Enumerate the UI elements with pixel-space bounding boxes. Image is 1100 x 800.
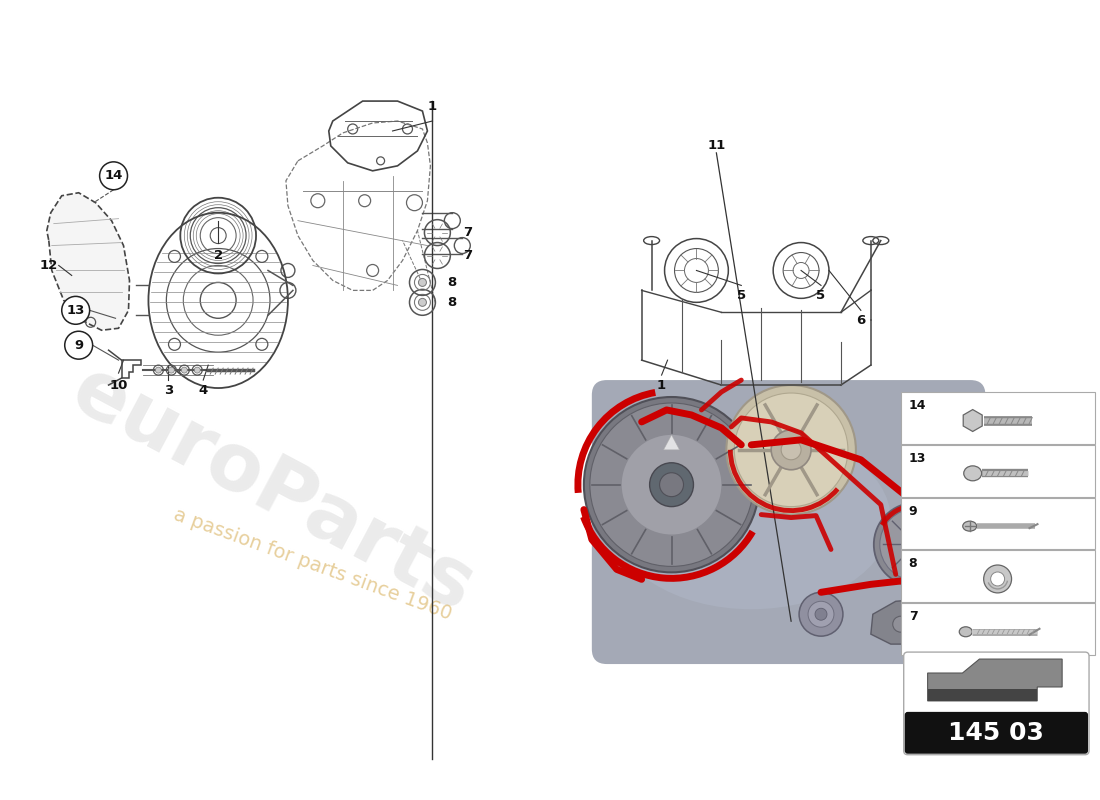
- Text: 8: 8: [448, 296, 456, 309]
- Text: 12: 12: [40, 259, 58, 272]
- FancyBboxPatch shape: [901, 392, 1094, 444]
- Circle shape: [735, 393, 848, 506]
- Text: a passion for parts since 1960: a passion for parts since 1960: [172, 505, 454, 624]
- Circle shape: [781, 440, 801, 460]
- Text: 3: 3: [164, 383, 173, 397]
- Circle shape: [910, 538, 922, 550]
- FancyBboxPatch shape: [904, 712, 1088, 754]
- FancyBboxPatch shape: [901, 498, 1094, 550]
- Text: 6: 6: [856, 314, 866, 326]
- Text: 5: 5: [737, 289, 746, 302]
- Text: 11: 11: [707, 139, 726, 153]
- Text: 10: 10: [109, 378, 128, 391]
- Circle shape: [650, 462, 693, 506]
- Circle shape: [100, 162, 128, 190]
- Circle shape: [893, 616, 909, 632]
- Polygon shape: [871, 599, 946, 644]
- Text: 1: 1: [657, 378, 667, 391]
- Circle shape: [771, 430, 811, 470]
- Text: 5: 5: [816, 289, 826, 302]
- Text: 13: 13: [66, 304, 85, 317]
- Circle shape: [195, 367, 200, 373]
- Text: 14: 14: [104, 170, 123, 182]
- FancyBboxPatch shape: [904, 652, 1089, 754]
- Text: 145 03: 145 03: [948, 721, 1044, 745]
- Text: 8: 8: [448, 276, 456, 289]
- Circle shape: [808, 602, 834, 627]
- Ellipse shape: [959, 626, 972, 637]
- Circle shape: [873, 502, 957, 586]
- Circle shape: [584, 397, 759, 572]
- Circle shape: [182, 367, 187, 373]
- Circle shape: [880, 509, 952, 580]
- Text: 9: 9: [909, 505, 917, 518]
- Text: 2: 2: [213, 249, 222, 262]
- Text: 13: 13: [909, 452, 926, 465]
- Polygon shape: [927, 689, 1037, 701]
- Circle shape: [418, 278, 427, 286]
- Circle shape: [815, 608, 827, 620]
- Circle shape: [799, 592, 843, 636]
- Circle shape: [925, 618, 936, 630]
- Text: 7: 7: [463, 226, 472, 239]
- Text: 7: 7: [463, 249, 472, 262]
- Text: euroParts: euroParts: [58, 351, 487, 629]
- Polygon shape: [47, 193, 130, 330]
- Ellipse shape: [612, 430, 891, 610]
- Text: 9: 9: [74, 338, 84, 352]
- Ellipse shape: [962, 521, 977, 531]
- Circle shape: [590, 403, 754, 566]
- Circle shape: [621, 435, 722, 534]
- Circle shape: [902, 530, 930, 558]
- FancyBboxPatch shape: [901, 550, 1094, 602]
- FancyBboxPatch shape: [901, 603, 1094, 655]
- Ellipse shape: [964, 466, 981, 481]
- Text: 7: 7: [909, 610, 917, 623]
- Circle shape: [660, 473, 683, 497]
- Circle shape: [991, 572, 1004, 586]
- Circle shape: [62, 296, 89, 324]
- Circle shape: [155, 367, 162, 373]
- Text: 8: 8: [909, 558, 917, 570]
- Polygon shape: [927, 659, 1063, 701]
- Text: 4: 4: [199, 383, 208, 397]
- Circle shape: [726, 385, 856, 514]
- Circle shape: [418, 298, 427, 306]
- FancyBboxPatch shape: [592, 380, 986, 664]
- Circle shape: [983, 565, 1012, 593]
- Polygon shape: [663, 435, 680, 450]
- Text: 14: 14: [909, 399, 926, 412]
- FancyBboxPatch shape: [901, 445, 1094, 497]
- Text: 1: 1: [428, 99, 437, 113]
- Circle shape: [168, 367, 174, 373]
- Circle shape: [65, 331, 92, 359]
